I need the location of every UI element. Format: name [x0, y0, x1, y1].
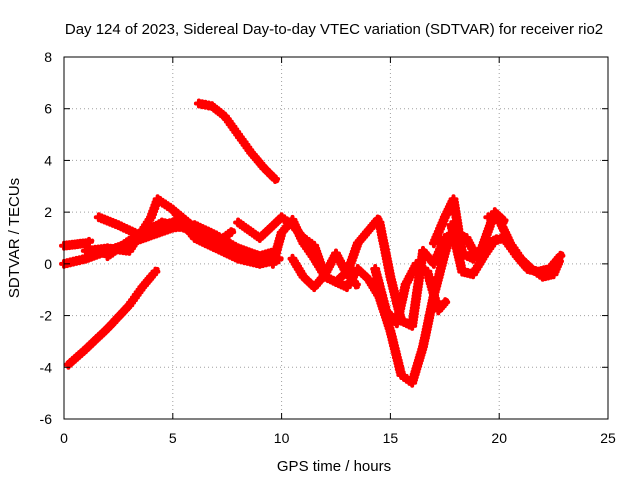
x-tick-label: 25	[600, 430, 616, 446]
y-axis-label: SDTVAR / TECUs	[6, 178, 23, 298]
series-markers	[167, 204, 284, 269]
y-tick-label: 8	[44, 49, 52, 65]
y-tick-label: 2	[44, 204, 52, 220]
series-arc-h	[193, 98, 281, 184]
series-markers	[287, 214, 383, 293]
series-arc-j	[233, 212, 330, 279]
y-tick-label: -4	[40, 359, 53, 375]
x-tick-label: 5	[169, 430, 177, 446]
y-tick-label: 4	[44, 152, 52, 168]
x-tick-label: 15	[383, 430, 399, 446]
x-tick-label: 0	[60, 430, 68, 446]
y-axis-ticks: -6 -4 -2 0 2 4 6 8	[40, 49, 608, 427]
series-markers	[233, 212, 330, 279]
x-tick-label: 10	[274, 430, 290, 446]
series-arc-c	[63, 266, 161, 370]
x-tick-label: 20	[491, 430, 507, 446]
series-markers	[483, 212, 564, 282]
series-arc-k	[287, 214, 383, 293]
series-arc-q	[483, 212, 564, 282]
y-tick-label: 0	[44, 256, 52, 272]
series-markers	[63, 266, 161, 370]
y-tick-label: -2	[40, 308, 53, 324]
data-series	[59, 98, 566, 388]
chart-title: Day 124 of 2023, Sidereal Day-to-day VTE…	[65, 21, 603, 38]
series-arc-g	[167, 204, 284, 269]
series-markers	[193, 98, 281, 184]
series-arc-m	[370, 258, 451, 329]
y-tick-label: -6	[40, 411, 53, 427]
x-axis-label: GPS time / hours	[277, 458, 391, 475]
x-axis-ticks: 0 5 10 15 20 25	[60, 57, 616, 446]
plot-frame	[63, 56, 609, 420]
y-tick-label: 6	[44, 101, 52, 117]
